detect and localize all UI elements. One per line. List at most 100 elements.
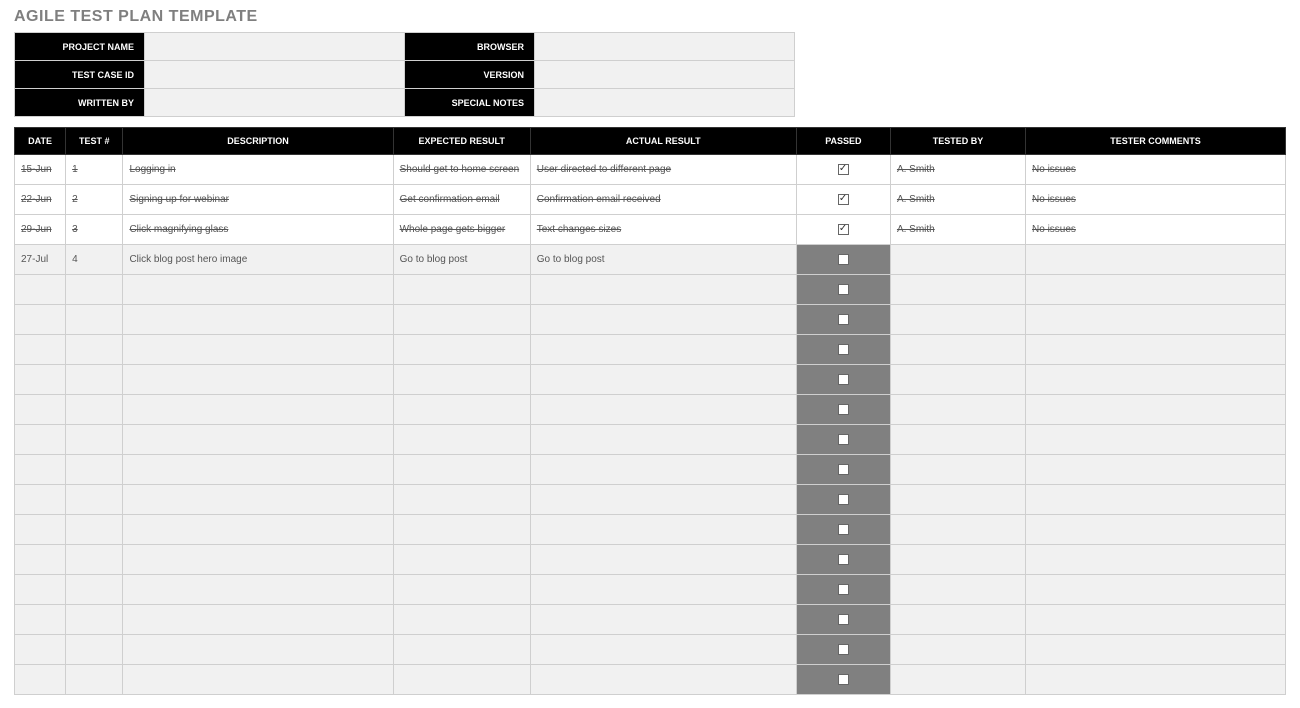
cell-passed[interactable] <box>796 605 890 635</box>
cell-expected[interactable] <box>393 425 530 455</box>
passed-checkbox[interactable] <box>838 194 849 205</box>
cell-passed[interactable] <box>796 425 890 455</box>
cell-actual[interactable]: Text changes sizes <box>530 215 796 245</box>
cell-passed[interactable] <box>796 185 890 215</box>
cell-comments[interactable] <box>1026 515 1286 545</box>
cell-testedby[interactable] <box>890 455 1025 485</box>
cell-testedby[interactable] <box>890 665 1025 695</box>
cell-description[interactable] <box>123 455 393 485</box>
cell-description[interactable] <box>123 305 393 335</box>
cell-testedby[interactable] <box>890 485 1025 515</box>
cell-passed[interactable] <box>796 365 890 395</box>
cell-testedby[interactable] <box>890 395 1025 425</box>
meta-value[interactable] <box>535 33 795 61</box>
meta-value[interactable] <box>145 89 405 117</box>
cell-testnum[interactable] <box>66 425 123 455</box>
passed-checkbox[interactable] <box>838 614 849 625</box>
meta-value[interactable] <box>535 89 795 117</box>
cell-date[interactable] <box>15 425 66 455</box>
cell-expected[interactable] <box>393 485 530 515</box>
cell-actual[interactable] <box>530 605 796 635</box>
cell-actual[interactable] <box>530 575 796 605</box>
cell-expected[interactable] <box>393 635 530 665</box>
cell-actual[interactable] <box>530 395 796 425</box>
cell-date[interactable] <box>15 515 66 545</box>
cell-description[interactable]: Click blog post hero image <box>123 245 393 275</box>
cell-testnum[interactable]: 2 <box>66 185 123 215</box>
cell-passed[interactable] <box>796 335 890 365</box>
cell-date[interactable] <box>15 275 66 305</box>
cell-date[interactable]: 27-Jul <box>15 245 66 275</box>
passed-checkbox[interactable] <box>838 314 849 325</box>
cell-comments[interactable] <box>1026 275 1286 305</box>
passed-checkbox[interactable] <box>838 674 849 685</box>
cell-expected[interactable] <box>393 455 530 485</box>
cell-actual[interactable] <box>530 665 796 695</box>
passed-checkbox[interactable] <box>838 374 849 385</box>
cell-description[interactable] <box>123 665 393 695</box>
cell-passed[interactable] <box>796 575 890 605</box>
cell-expected[interactable] <box>393 515 530 545</box>
cell-passed[interactable] <box>796 515 890 545</box>
cell-description[interactable] <box>123 395 393 425</box>
cell-testnum[interactable] <box>66 365 123 395</box>
cell-passed[interactable] <box>796 275 890 305</box>
cell-description[interactable]: Click magnifying glass <box>123 215 393 245</box>
cell-testnum[interactable]: 4 <box>66 245 123 275</box>
cell-testedby[interactable] <box>890 245 1025 275</box>
cell-comments[interactable]: No issues <box>1026 155 1286 185</box>
cell-testnum[interactable] <box>66 395 123 425</box>
meta-value[interactable] <box>145 33 405 61</box>
cell-comments[interactable] <box>1026 305 1286 335</box>
cell-testnum[interactable] <box>66 515 123 545</box>
cell-actual[interactable] <box>530 545 796 575</box>
cell-actual[interactable] <box>530 455 796 485</box>
cell-comments[interactable]: No issues <box>1026 185 1286 215</box>
cell-passed[interactable] <box>796 305 890 335</box>
cell-description[interactable] <box>123 335 393 365</box>
passed-checkbox[interactable] <box>838 344 849 355</box>
cell-actual[interactable] <box>530 305 796 335</box>
cell-description[interactable]: Logging in <box>123 155 393 185</box>
passed-checkbox[interactable] <box>838 494 849 505</box>
passed-checkbox[interactable] <box>838 434 849 445</box>
cell-testnum[interactable] <box>66 545 123 575</box>
cell-actual[interactable] <box>530 515 796 545</box>
cell-testnum[interactable] <box>66 665 123 695</box>
cell-expected[interactable]: Should get to home screen <box>393 155 530 185</box>
cell-testedby[interactable] <box>890 425 1025 455</box>
cell-description[interactable] <box>123 575 393 605</box>
cell-comments[interactable] <box>1026 485 1286 515</box>
passed-checkbox[interactable] <box>838 524 849 535</box>
cell-description[interactable] <box>123 635 393 665</box>
cell-testedby[interactable] <box>890 305 1025 335</box>
cell-expected[interactable]: Whole page gets bigger <box>393 215 530 245</box>
cell-testedby[interactable]: A. Smith <box>890 155 1025 185</box>
cell-expected[interactable] <box>393 275 530 305</box>
cell-testedby[interactable] <box>890 605 1025 635</box>
cell-testnum[interactable] <box>66 575 123 605</box>
cell-passed[interactable] <box>796 485 890 515</box>
cell-expected[interactable] <box>393 575 530 605</box>
cell-comments[interactable] <box>1026 395 1286 425</box>
cell-expected[interactable] <box>393 605 530 635</box>
cell-date[interactable] <box>15 605 66 635</box>
cell-passed[interactable] <box>796 155 890 185</box>
cell-actual[interactable] <box>530 425 796 455</box>
cell-date[interactable] <box>15 335 66 365</box>
passed-checkbox[interactable] <box>838 404 849 415</box>
cell-date[interactable] <box>15 545 66 575</box>
cell-expected[interactable] <box>393 395 530 425</box>
cell-testnum[interactable] <box>66 335 123 365</box>
cell-actual[interactable]: Go to blog post <box>530 245 796 275</box>
cell-date[interactable] <box>15 665 66 695</box>
cell-date[interactable] <box>15 485 66 515</box>
cell-actual[interactable]: Confirmation email received <box>530 185 796 215</box>
cell-testedby[interactable] <box>890 515 1025 545</box>
cell-testedby[interactable]: A. Smith <box>890 185 1025 215</box>
cell-comments[interactable]: No issues <box>1026 215 1286 245</box>
cell-comments[interactable] <box>1026 635 1286 665</box>
cell-passed[interactable] <box>796 545 890 575</box>
cell-expected[interactable] <box>393 335 530 365</box>
cell-testnum[interactable] <box>66 485 123 515</box>
